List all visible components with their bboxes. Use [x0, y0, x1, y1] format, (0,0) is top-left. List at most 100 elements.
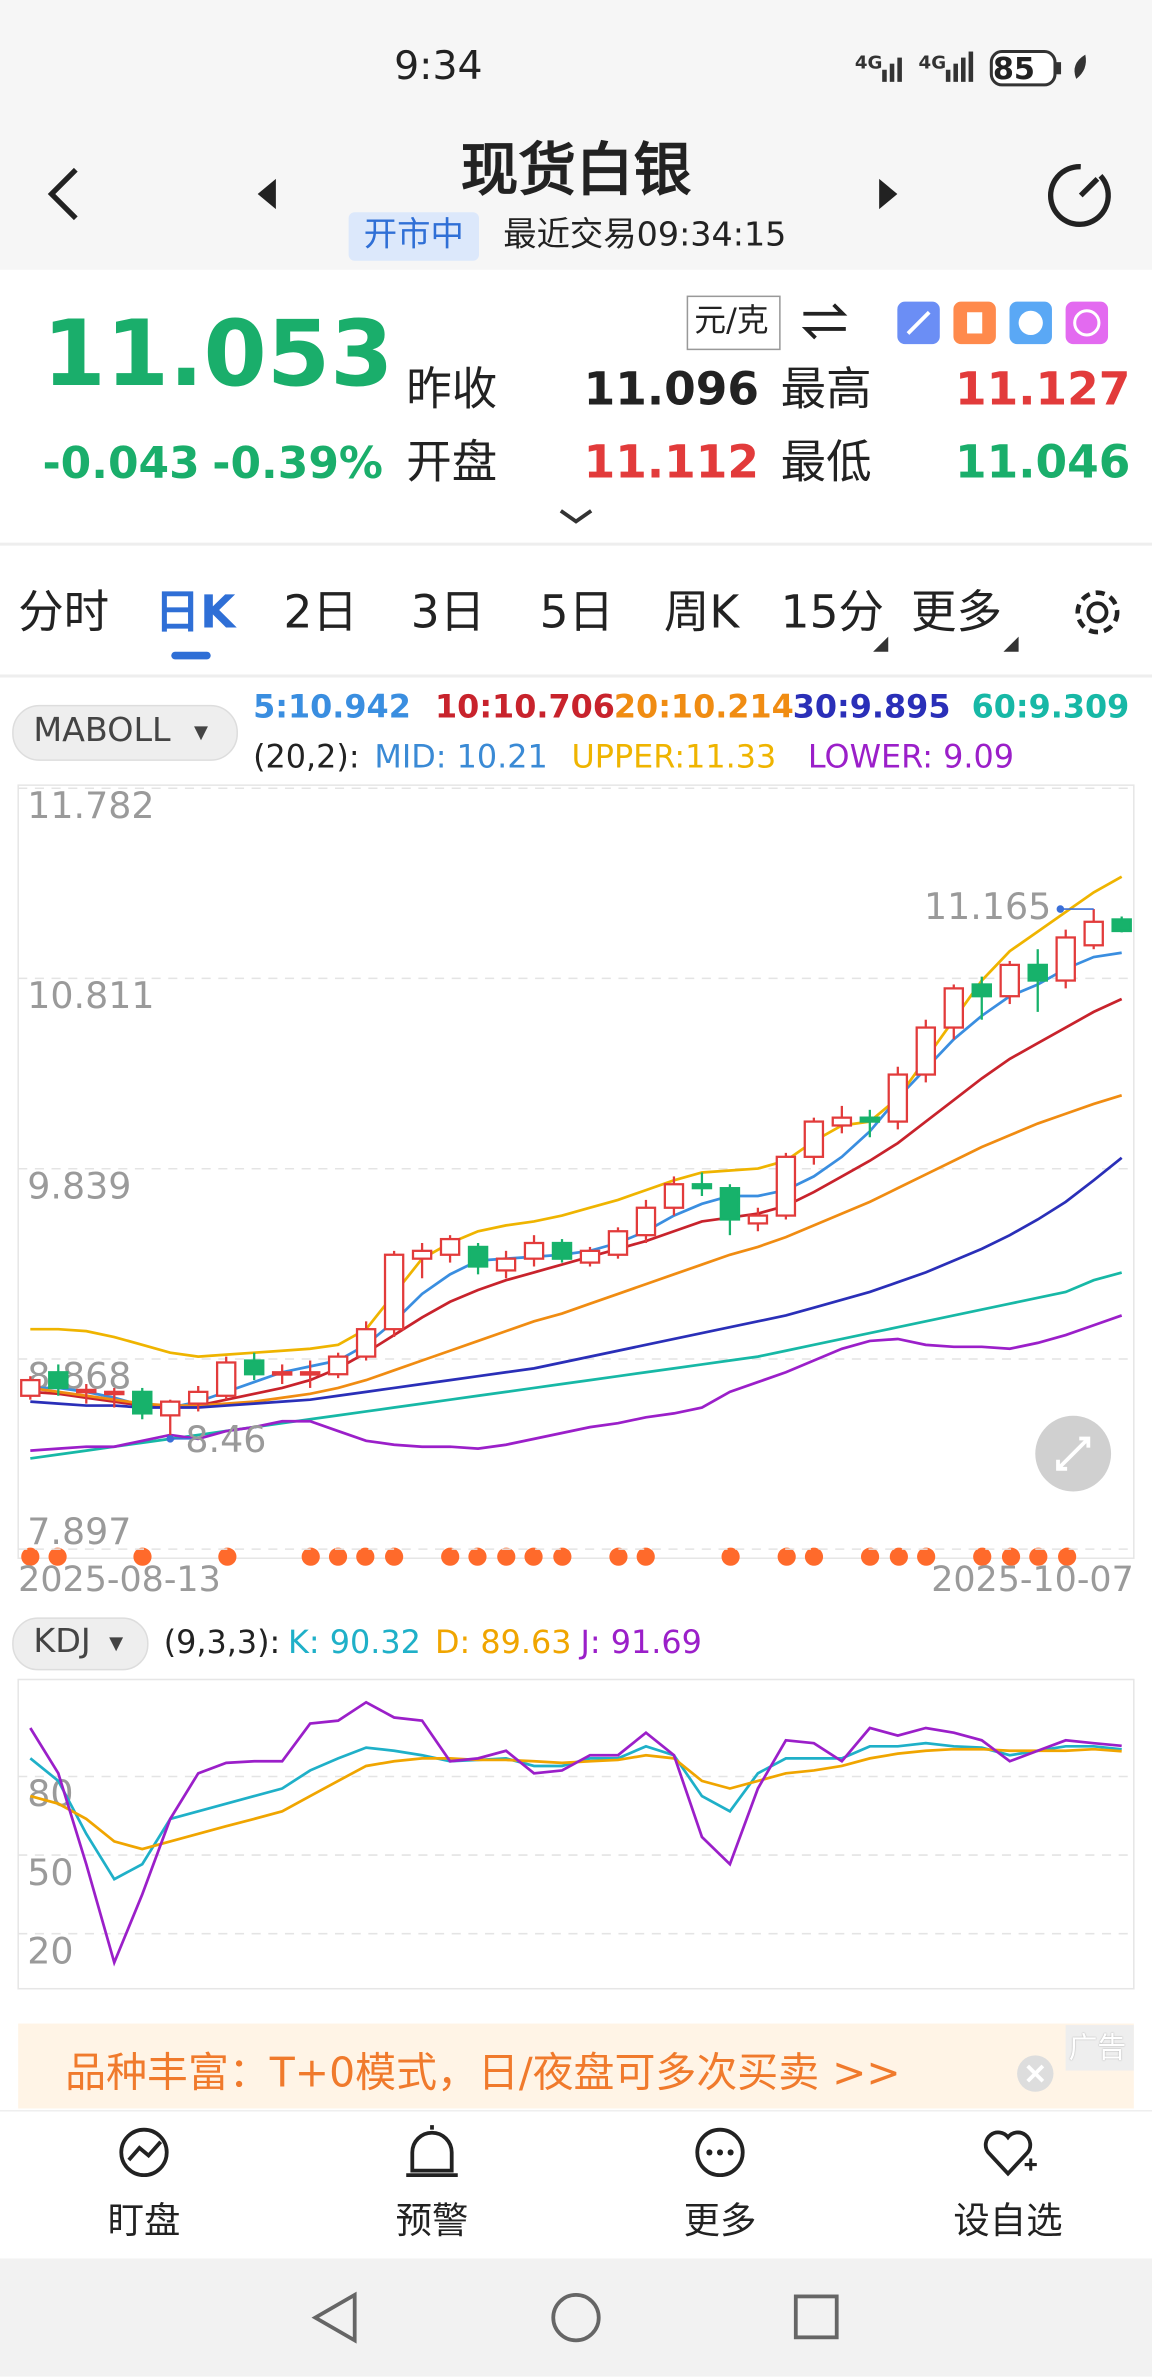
candle-body [691, 1183, 713, 1190]
candle-body [551, 1241, 573, 1260]
candle-body [859, 1116, 881, 1123]
nav-icon[interactable] [695, 2127, 745, 2178]
bottom-nav [0, 2109, 1152, 2261]
indicator-line [30, 997, 1123, 1409]
prev-button[interactable] [252, 176, 282, 212]
candle-body [187, 1390, 209, 1405]
indicator-line [30, 1156, 1123, 1409]
market-status: 开市中 [363, 216, 464, 255]
price-change-pct: -0.39% [212, 437, 383, 489]
tool-icons[interactable] [894, 299, 1114, 348]
unit: 元/克 [694, 302, 769, 339]
candle-body [719, 1187, 741, 1221]
high-marker-dot [1056, 905, 1065, 913]
legend-entry: 5:10.942 [253, 688, 411, 726]
y-tick-label: 7.897 [27, 1510, 131, 1553]
page-title: 现货白银 [460, 136, 692, 204]
status-icons: 4G 4G [855, 50, 1086, 87]
stat-value: 11.127 [954, 363, 1131, 417]
period-tab[interactable]: 周K [663, 586, 740, 640]
x-tick-label: 2025-10-07 [931, 1560, 1134, 1600]
next-button[interactable] [873, 176, 903, 212]
period-tab[interactable]: 3日 [410, 586, 486, 640]
candle-body [803, 1120, 825, 1158]
kdj-params: (9,3,3): [163, 1624, 281, 1661]
battery-level: 85 [992, 50, 1036, 87]
indicator-line [30, 1314, 1123, 1452]
divider [0, 542, 1152, 546]
candle-body [467, 1245, 489, 1268]
ad-text[interactable]: 品种丰富：T+0模式，日/夜盘可多次买卖 >> [65, 2050, 901, 2098]
candle-body [663, 1183, 685, 1209]
indicator-name: MABOLL [33, 712, 171, 751]
legend-entry: J: 91.69 [580, 1624, 702, 1661]
candle-body [160, 1400, 181, 1417]
candle-body [327, 1355, 349, 1376]
period-tab[interactable]: 更多 [910, 586, 1002, 640]
period-tab[interactable]: 日K [154, 586, 236, 640]
period-tab[interactable]: 15分 [780, 586, 884, 640]
candle-body [215, 1361, 237, 1397]
candle-body [243, 1359, 265, 1376]
nav-label[interactable]: 预警 [395, 2199, 469, 2242]
signal-dots [21, 1547, 1077, 1566]
candle-body [971, 983, 992, 998]
refresh-button[interactable] [1043, 158, 1119, 234]
candle-body [747, 1214, 769, 1225]
indicator-selector[interactable] [12, 704, 238, 761]
candle-body [523, 1241, 545, 1260]
nav-icon[interactable] [406, 2125, 458, 2178]
candle-body [411, 1249, 433, 1260]
swap-icon[interactable] [800, 300, 849, 342]
settings-button[interactable] [1070, 585, 1125, 640]
back-button[interactable] [42, 164, 87, 225]
last-trade: 最近交易09:34:15 [503, 216, 787, 255]
low-marker-dot [166, 1435, 175, 1443]
y-tick-label: 50 [27, 1851, 73, 1894]
indicator-line [30, 1094, 1123, 1407]
candle-body [76, 1388, 97, 1394]
nav-label[interactable]: 盯盘 [107, 2199, 181, 2242]
candle-body [299, 1371, 321, 1376]
divider [0, 674, 1152, 678]
candle-body [439, 1237, 461, 1256]
candle-body [104, 1390, 125, 1396]
svg-text:4G: 4G [855, 53, 883, 74]
ad-banner[interactable] [18, 2023, 1134, 2109]
period-tab[interactable]: 5日 [539, 586, 615, 640]
candle-body [383, 1253, 405, 1331]
candle-body [271, 1371, 293, 1376]
period-tab[interactable]: 2日 [283, 586, 358, 640]
period-tab[interactable]: 分时 [18, 586, 110, 640]
ad-close[interactable] [1016, 2054, 1055, 2093]
candle-body [20, 1378, 41, 1397]
candle-body [1055, 936, 1076, 982]
indicator-line [29, 1700, 1122, 1967]
candle-body [579, 1249, 601, 1264]
candle-body [943, 987, 965, 1029]
unit-box[interactable] [686, 295, 781, 351]
kdj-name: KDJ [33, 1623, 91, 1662]
stat-label: 最低 [780, 436, 872, 490]
expand-chevron[interactable] [558, 506, 594, 527]
high-annotation: 11.165 [924, 885, 1051, 928]
legend-entry: 30:9.895 [792, 688, 951, 726]
price-change: -0.043 [42, 437, 200, 489]
system-nav-icons[interactable] [0, 2259, 1152, 2377]
boll-params: (20,2): [253, 738, 360, 776]
ad-tag: 广告 [1068, 2031, 1127, 2066]
kdj-selector[interactable] [12, 1617, 149, 1671]
nav-icon[interactable] [983, 2130, 1037, 2177]
legend-entry: K: 90.32 [287, 1624, 421, 1661]
nav-label[interactable]: 更多 [683, 2199, 757, 2242]
y-tick-label: 9.839 [27, 1164, 131, 1207]
nav-label[interactable]: 设自选 [953, 2199, 1063, 2242]
system-nav [0, 2258, 1152, 2377]
fullscreen-button[interactable] [1035, 1415, 1112, 1492]
ad-tag-box [1065, 2025, 1134, 2071]
candle-body [915, 1026, 937, 1076]
legend-entry: 10:10.706 [435, 688, 615, 726]
nav-icon[interactable] [119, 2127, 169, 2178]
x-tick-label: 2025-08-13 [18, 1560, 221, 1600]
